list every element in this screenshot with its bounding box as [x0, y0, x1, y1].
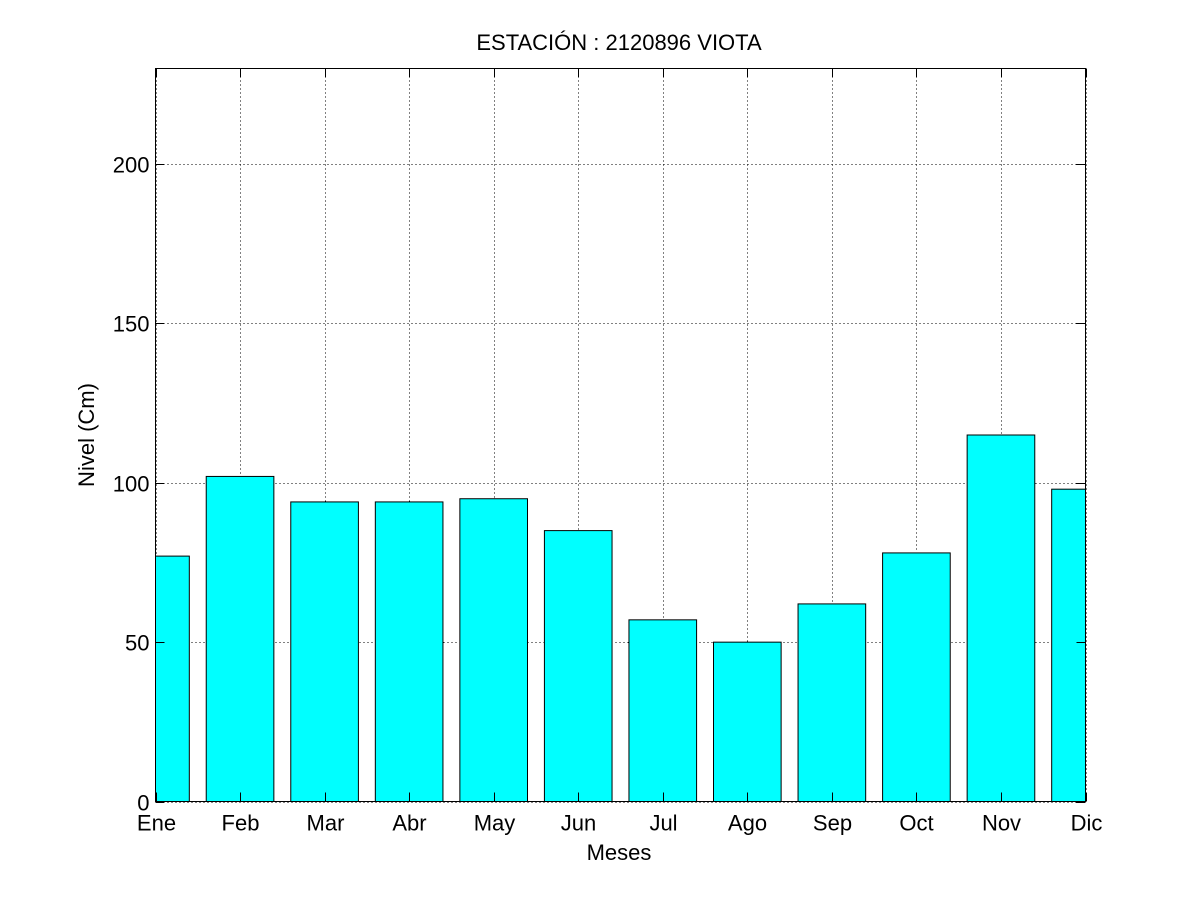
bar-jun — [543, 530, 613, 802]
x-tick-label: Oct — [899, 811, 933, 836]
x-tick-label: Jun — [561, 811, 596, 836]
x-tick-label: Abr — [392, 811, 426, 836]
y-axis: 0 50 100 150 200 — [113, 153, 1086, 816]
y-tick-label: 150 — [113, 312, 150, 337]
y-tick-label: 100 — [113, 472, 150, 497]
x-tick-label: Feb — [222, 811, 260, 836]
bar-ene — [155, 555, 190, 802]
x-tick-label: Sep — [813, 811, 852, 836]
x-tick-label: Nov — [982, 811, 1021, 836]
y-tick-label: 0 — [137, 791, 149, 816]
x-tick-label: Ene — [137, 811, 176, 836]
x-tick-label: Dic — [1071, 811, 1103, 836]
x-tick-label: Mar — [307, 811, 345, 836]
bar-sep — [797, 603, 867, 802]
x-tick-label: May — [474, 811, 516, 836]
x-axis: Ene Feb Mar Abr May Jun Jul Ago Sep Oct Nov Dic — [137, 68, 1103, 836]
bar-mar — [290, 501, 359, 802]
bar-abr — [374, 501, 444, 802]
y-tick-label: 200 — [113, 153, 150, 178]
bar-nov — [966, 434, 1036, 802]
bar-may — [459, 498, 529, 802]
chart-title: ESTACIÓN : 2120896 VIOTA — [476, 30, 762, 55]
bar-jul — [628, 619, 698, 802]
bar-feb — [205, 475, 275, 802]
x-tick-label: Jul — [649, 811, 677, 836]
plot-frame — [155, 68, 1086, 802]
bars — [155, 434, 1086, 802]
bar-ago — [713, 641, 782, 802]
y-axis-label: Nivel (Cm) — [74, 383, 99, 487]
x-axis-label: Meses — [587, 840, 652, 865]
grid — [155, 68, 1087, 803]
x-tick-label: Ago — [728, 811, 767, 836]
y-tick-label: 50 — [125, 631, 149, 656]
bar-oct — [882, 552, 951, 802]
